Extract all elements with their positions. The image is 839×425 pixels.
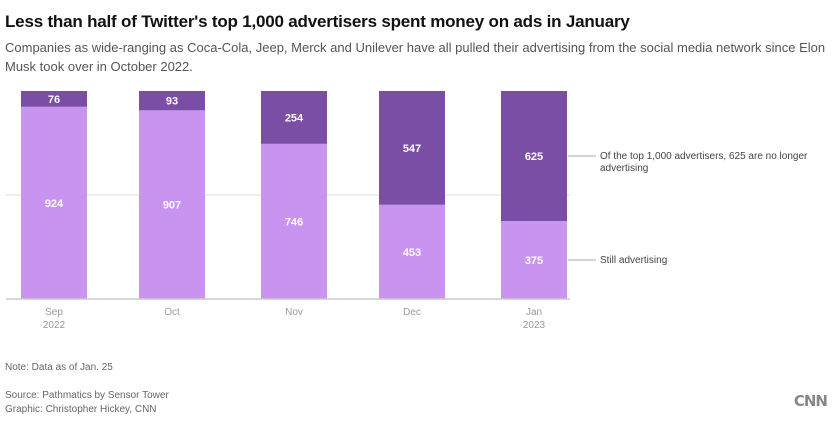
source: Source: Pathmatics by Sensor Tower	[5, 390, 169, 401]
data-label-still: 453	[403, 247, 421, 259]
annotation-text: Still advertising	[600, 255, 667, 266]
note: Note: Data as of Jan. 25	[5, 362, 113, 373]
bar-no-longer-advertising	[379, 91, 445, 205]
source-credits: Source: Pathmatics by Sensor Tower Graph…	[5, 389, 169, 417]
x-tick-label: Dec	[403, 307, 421, 318]
chart-title: Less than half of Twitter's top 1,000 ad…	[5, 12, 630, 31]
bar-no-longer-advertising	[501, 91, 567, 221]
data-label-stopped: 254	[285, 112, 304, 124]
graphic-credit: Graphic: Christopher Hickey, CNN	[5, 404, 157, 415]
x-tick-label: Sep	[45, 307, 63, 318]
bar-no-longer-advertising	[21, 91, 87, 107]
bar-still-advertising	[379, 204, 445, 299]
x-tick-label: Jan	[526, 307, 542, 318]
bar-still-advertising	[139, 110, 205, 300]
data-label-still: 746	[285, 216, 303, 228]
annotation-text: Of the top 1,000 advertisers, 625 are no…	[600, 151, 808, 162]
x-tick-label: 2022	[43, 320, 66, 331]
data-label-still: 375	[525, 255, 543, 267]
bar-no-longer-advertising	[139, 91, 205, 111]
bar-still-advertising	[501, 221, 567, 299]
bar-still-advertising	[261, 143, 327, 299]
bar-still-advertising	[21, 106, 87, 299]
chart-subtitle: Companies as wide-ranging as Coca-Cola, …	[5, 40, 826, 74]
data-label-stopped: 76	[48, 94, 60, 106]
data-label-still: 924	[45, 198, 64, 210]
annotations: Of the top 1,000 advertisers, 625 are no…	[568, 151, 808, 266]
x-tick-label: Oct	[164, 307, 180, 318]
cnn-logo: CNN	[793, 392, 828, 410]
data-label-stopped: 625	[525, 151, 543, 163]
annotation-text: advertising	[600, 163, 648, 174]
data-label-still: 907	[163, 200, 181, 212]
bar-no-longer-advertising	[261, 91, 327, 144]
data-label-stopped: 547	[403, 143, 421, 155]
bars: 924 76 907 93 746 254 453 547 375 625	[21, 91, 567, 300]
x-tick-label: Nov	[285, 307, 303, 318]
data-label-stopped: 93	[166, 96, 178, 108]
x-axis: Sep 2022 Oct Nov Dec Jan 2023	[6, 298, 570, 331]
x-tick-label: 2023	[523, 320, 546, 331]
